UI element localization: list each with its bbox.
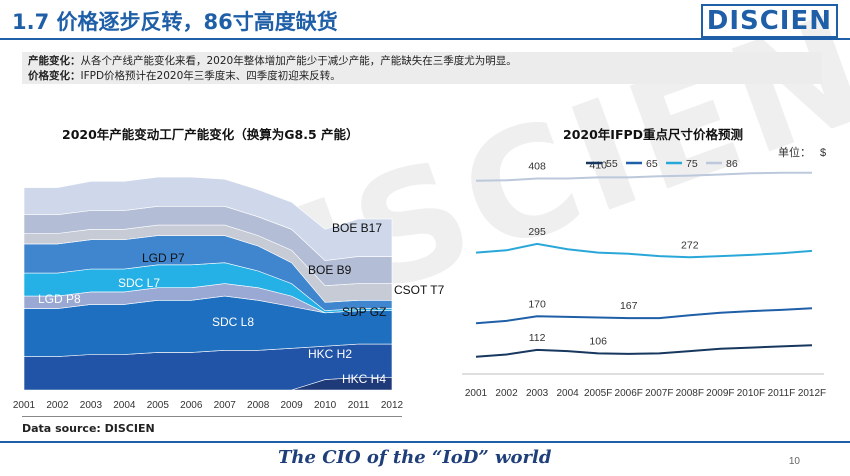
area-label-csot-t7: CSOT T7 (394, 283, 445, 297)
logo-text: DISCIEN (700, 4, 838, 38)
price-text: IFPD价格预计在2020年三季度末、四季度初迎来反转。 (80, 70, 341, 82)
area-band-boe-b17 (23, 176, 393, 261)
legend-label-55: 55 (606, 158, 618, 170)
area-x-tick: 2001 (13, 400, 36, 411)
price-x-tick: 2007F (645, 388, 673, 399)
area-x-tick: 2012 (381, 400, 404, 411)
price-x-tick: 2012F (798, 388, 826, 399)
price-data-label: 170 (528, 298, 546, 310)
capacity-text: 从各个产线产能变化来看，2020年整体增加产能少于减少产能，产能缺失在三季度尤为… (80, 55, 517, 67)
area-x-tick: 2004 (113, 400, 136, 411)
area-label-sdc-l7: SDC L7 (118, 276, 160, 290)
footer-rule (0, 441, 850, 443)
price-x-tick: 2010F (737, 388, 765, 399)
area-label-boe-b17: BOE B17 (332, 221, 382, 235)
price-label: 价格变化： (28, 70, 81, 82)
source-divider (22, 416, 402, 417)
page-number: 10 (788, 456, 800, 467)
data-source: Data source: DISCIEN (22, 422, 155, 435)
area-label-hkc-h2: HKC H2 (308, 347, 352, 361)
area-label-boe-b9: BOE B9 (308, 263, 352, 277)
price-x-tick: 2004 (557, 388, 580, 399)
price-x-tick: 2011F (768, 388, 796, 399)
price-series-65 (475, 307, 813, 325)
area-x-tick: 2005 (147, 400, 170, 411)
price-x-tick: 2003 (526, 388, 549, 399)
area-x-tick: 2006 (180, 400, 203, 411)
summary-line-price: 价格变化：IFPD价格预计在2020年三季度末、四季度初迎来反转。 (28, 69, 816, 84)
area-label-sdc-l8: SDC L8 (212, 315, 254, 329)
price-data-label: 112 (529, 332, 546, 344)
capacity-label: 产能变化： (28, 55, 81, 67)
area-label-sdp-gz: SDP GZ (342, 305, 386, 319)
summary-line-capacity: 产能变化：从各个产线产能变化来看，2020年整体增加产能少于减少产能，产能缺失在… (28, 54, 816, 69)
legend-label-65: 65 (646, 158, 658, 170)
area-x-tick: 2003 (80, 400, 103, 411)
brand-logo: DISCIEN (700, 4, 838, 38)
header-rule (0, 38, 850, 40)
unit-label: 单位： (778, 145, 811, 159)
price-x-tick: 2008F (676, 388, 704, 399)
price-line-chart: 408 410 295 272 170 167 112 106 2001 2002 2003 2004… (462, 145, 826, 399)
price-series-86 (475, 171, 812, 182)
price-x-tick: 2001 (465, 388, 488, 399)
area-label-lgd-p8: LGD P8 (38, 292, 81, 306)
price-data-label: 106 (589, 335, 607, 347)
price-series-75 (475, 242, 813, 259)
area-x-tick: 2010 (314, 400, 337, 411)
price-x-tick: 2009F (706, 388, 734, 399)
legend-label-75: 75 (686, 158, 698, 170)
slogan: The CIO of the “IoD” world (278, 447, 552, 468)
price-data-label: 295 (528, 226, 546, 238)
price-data-label: 272 (681, 239, 699, 251)
legend-label-86: 86 (726, 158, 738, 170)
area-x-tick: 2011 (348, 400, 370, 411)
price-x-tick: 2006F (615, 388, 643, 399)
page-title: 1.7 价格逐步反转，86寸高度缺货 (12, 10, 338, 34)
price-series-55 (475, 344, 813, 358)
capacity-chart-title: 2020年产能变动工厂产能变化（换算为G8.5 产能） (62, 127, 359, 142)
capacity-area-chart: 2001 2002 2003 2004 2005 2006 2007 2008 2009 2010… (13, 176, 445, 411)
price-data-label: 410 (589, 159, 607, 171)
area-x-tick: 2008 (247, 400, 270, 411)
area-x-tick: 2002 (46, 400, 69, 411)
area-x-tick: 2007 (214, 400, 237, 411)
area-x-tick: 2009 (281, 400, 304, 411)
summary-box: 产能变化：从各个产线产能变化来看，2020年整体增加产能少于减少产能，产能缺失在… (22, 52, 822, 84)
price-data-label: 167 (620, 300, 638, 312)
area-label-hkc-h4: HKC H4 (342, 372, 386, 386)
area-label-lgd-p7: LGD P7 (142, 251, 185, 265)
price-x-tick: 2002 (495, 388, 518, 399)
price-data-label: 408 (528, 161, 546, 173)
price-x-tick: 2005F (584, 388, 612, 399)
unit-value: $ (820, 147, 826, 159)
price-chart-title: 2020年IFPD重点尺寸价格预测 (563, 127, 744, 142)
